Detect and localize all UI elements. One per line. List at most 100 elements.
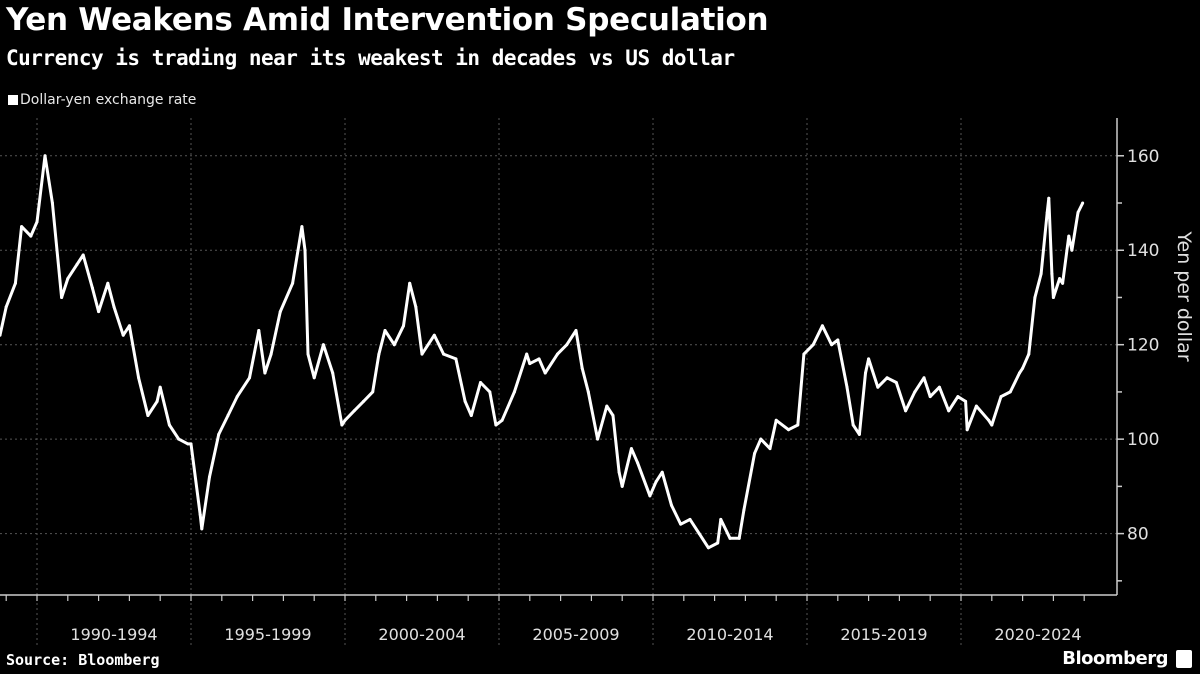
data-point — [1047, 196, 1051, 200]
data-point — [1039, 272, 1043, 276]
data-point — [867, 357, 871, 361]
data-point — [371, 390, 375, 394]
data-point — [543, 371, 547, 375]
data-point — [802, 352, 806, 356]
data-point — [361, 399, 365, 403]
y-tick-label: 160 — [1127, 147, 1159, 167]
data-point — [312, 376, 316, 380]
data-point — [728, 536, 732, 540]
data-point — [488, 390, 492, 394]
data-point — [660, 470, 664, 474]
data-point — [226, 414, 230, 418]
data-point — [0, 333, 2, 337]
data-point — [811, 343, 815, 347]
data-point — [75, 262, 79, 266]
data-point — [420, 352, 424, 356]
data-point — [759, 437, 763, 441]
data-point — [990, 423, 994, 427]
data-point — [269, 352, 273, 356]
legend: Dollar-yen exchange rate — [8, 92, 196, 108]
data-point — [248, 376, 252, 380]
data-point — [1076, 210, 1080, 214]
data-point — [454, 357, 458, 361]
data-point — [716, 541, 720, 545]
data-point — [1018, 371, 1022, 375]
data-point — [263, 371, 267, 375]
data-point — [66, 277, 70, 281]
data-point — [1027, 352, 1031, 356]
data-point — [753, 451, 757, 455]
data-point — [432, 333, 436, 337]
data-point — [235, 395, 239, 399]
data-point — [331, 371, 335, 375]
data-point — [81, 253, 85, 257]
data-point — [774, 418, 778, 422]
data-point — [97, 310, 101, 314]
data-point — [1081, 201, 1085, 205]
data-point — [787, 428, 791, 432]
data-point — [198, 513, 202, 517]
data-point — [35, 220, 39, 224]
data-point — [820, 324, 824, 328]
data-point — [217, 432, 221, 436]
data-point — [669, 503, 673, 507]
data-point — [408, 281, 412, 285]
chart-subtitle: Currency is trading near its weakest in … — [6, 46, 735, 70]
data-point — [1050, 272, 1054, 276]
data-point — [207, 475, 211, 479]
data-point — [836, 338, 840, 342]
data-point — [605, 404, 609, 408]
data-point — [4, 305, 8, 309]
data-point — [1008, 390, 1012, 394]
data-point — [864, 371, 868, 375]
data-point — [463, 399, 467, 403]
data-point — [611, 414, 615, 418]
data-point — [913, 390, 917, 394]
data-point — [857, 432, 861, 436]
data-point — [885, 376, 889, 380]
data-point — [574, 329, 578, 333]
data-point — [257, 329, 261, 333]
data-point — [155, 399, 159, 403]
data-point — [321, 343, 325, 347]
data-point — [894, 380, 898, 384]
data-point — [1033, 295, 1037, 299]
data-point — [512, 390, 516, 394]
data-point — [1070, 248, 1074, 252]
data-point — [158, 385, 162, 389]
data-point — [565, 343, 569, 347]
data-point — [648, 494, 652, 498]
data-point — [106, 281, 110, 285]
data-point — [965, 428, 969, 432]
data-point — [851, 423, 855, 427]
data-point — [922, 376, 926, 380]
chart-title: Yen Weakens Amid Intervention Speculatio… — [6, 2, 769, 38]
data-point — [343, 418, 347, 422]
x-category-label: 2020-2024 — [994, 625, 1081, 644]
data-point — [830, 343, 834, 347]
data-point — [537, 357, 541, 361]
data-point — [442, 352, 446, 356]
data-point — [414, 305, 418, 309]
data-point — [580, 366, 584, 370]
source-note: Source: Bloomberg — [6, 651, 160, 669]
y-axis-label: Yen per dollar — [1173, 230, 1195, 361]
brand-logo: Bloomberg — [1062, 648, 1168, 669]
data-point — [1051, 295, 1055, 299]
data-point — [586, 390, 590, 394]
data-point — [928, 395, 932, 399]
data-point — [13, 281, 17, 285]
data-point — [402, 324, 406, 328]
data-point — [383, 329, 387, 333]
data-point — [706, 546, 710, 550]
data-point — [1061, 281, 1065, 285]
data-point — [500, 418, 504, 422]
data-point — [127, 324, 131, 328]
data-point — [636, 461, 640, 465]
legend-label: Dollar-yen exchange rate — [20, 92, 197, 108]
data-point — [479, 380, 483, 384]
data-point — [876, 385, 880, 389]
data-point — [697, 532, 701, 536]
data-point — [200, 527, 204, 531]
data-point — [974, 404, 978, 408]
